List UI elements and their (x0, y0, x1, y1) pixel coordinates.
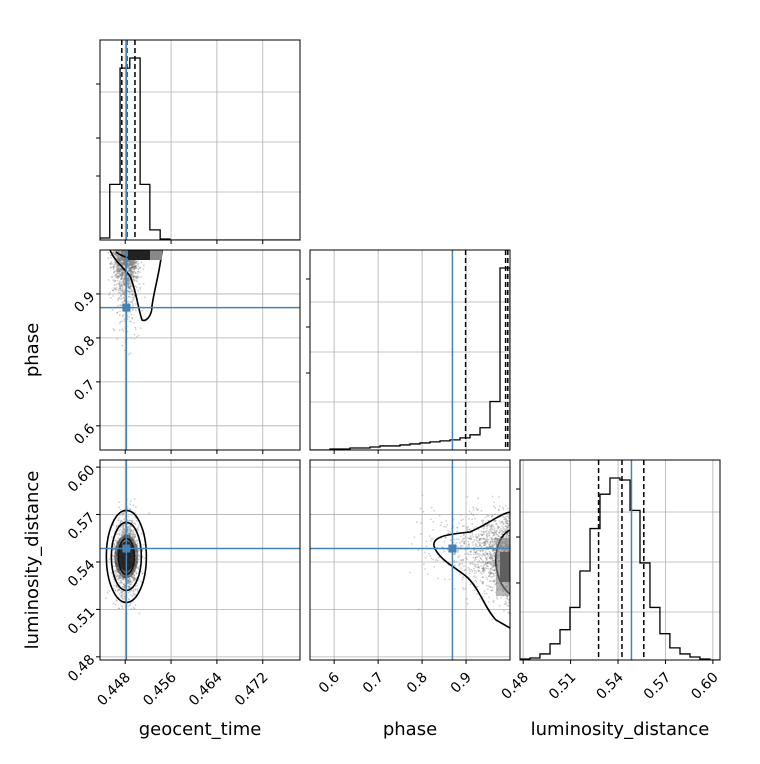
grid (100, 40, 300, 240)
truth-marker (448, 544, 457, 553)
x-axis-label-phase: phase (383, 719, 437, 740)
histogram-luminosity_distance (520, 477, 720, 660)
x-tick-label: 0.472 (232, 670, 272, 710)
panel-frame (519, 459, 721, 661)
x-tick-label: 0.6 (316, 669, 343, 696)
histogram-phase (310, 267, 510, 450)
grid (310, 250, 510, 450)
contour-outer (433, 511, 510, 629)
y-tick-label: 0.51 (65, 604, 98, 637)
y-tick-label: 0.57 (65, 510, 98, 543)
hist-panel-phase (306, 249, 511, 454)
y-axis-label-phase: phase (22, 323, 43, 377)
hist-panel-luminosity_distance (516, 459, 721, 664)
y-tick-label: 0.7 (71, 377, 98, 404)
x-axis-label-geocent_time: geocent_time (139, 719, 262, 740)
x-tick-label: 0.60 (688, 670, 721, 703)
x-tick-label: 0.9 (448, 670, 475, 697)
x-tick-label: 0.54 (593, 669, 626, 702)
truth-marker (122, 544, 131, 553)
y-tick-label: 0.9 (71, 289, 98, 316)
x-tick-label: 0.8 (404, 670, 431, 697)
truth-marker (122, 303, 131, 312)
x-tick-label: 0.7 (360, 670, 387, 697)
panel-frame (99, 249, 301, 451)
panel-frame (99, 459, 301, 661)
histogram-geocent_time (100, 57, 300, 240)
grid (100, 250, 300, 450)
x-tick-label: 0.464 (186, 669, 226, 709)
scatter-panel-phase-vs-geocent_time (96, 249, 301, 454)
hist-panel-geocent_time (96, 39, 301, 244)
density-core (128, 250, 150, 260)
grid (100, 460, 300, 660)
scatter-panel-luminosity_distance-vs-phase (309, 459, 511, 664)
y-tick-label: 0.48 (65, 652, 98, 685)
y-tick-label: 0.8 (71, 333, 98, 360)
grid (520, 460, 720, 660)
panel-frame (309, 459, 511, 661)
x-tick-label: 0.57 (641, 670, 674, 703)
x-tick-label: 0.456 (140, 669, 180, 709)
grid (310, 460, 510, 660)
y-axis-label-luminosity_distance: luminosity_distance (22, 471, 43, 650)
x-axis-label-luminosity_distance: luminosity_distance (531, 719, 710, 740)
x-tick-label: 0.448 (94, 670, 134, 710)
scatter-panel-luminosity_distance-vs-geocent_time (96, 459, 301, 664)
y-tick-label: 0.6 (71, 421, 98, 448)
density-core (496, 538, 510, 596)
y-tick-label: 0.60 (65, 462, 98, 495)
y-tick-label: 0.54 (65, 557, 98, 590)
x-tick-label: 0.48 (499, 670, 532, 703)
density-core (150, 250, 162, 260)
panel-frame (309, 249, 511, 451)
contour-outer (109, 250, 163, 322)
x-tick-label: 0.51 (546, 670, 579, 703)
panel-frame (99, 39, 301, 241)
